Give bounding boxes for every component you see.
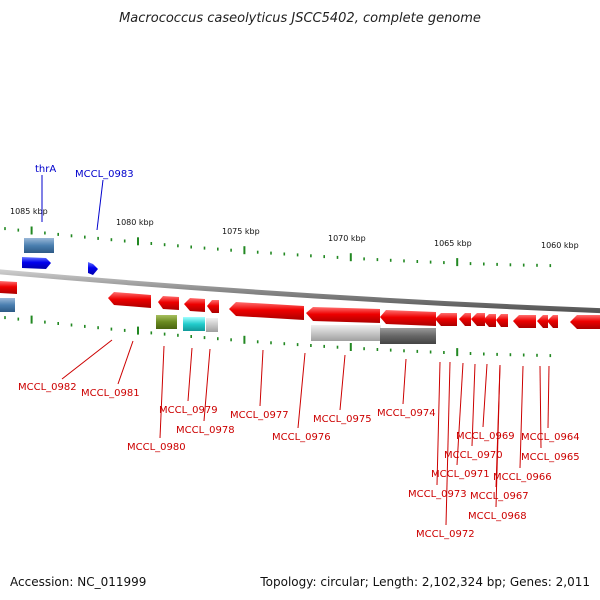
label-leader-MCCL_0973 — [436, 361, 441, 486]
gene-arrow-MCCL_0971[interactable] — [459, 313, 471, 326]
gene-label-MCCL_0969: MCCL_0969 — [456, 431, 515, 442]
gene-arrow-MCCL_0968[interactable] — [483, 314, 496, 327]
kbp-label-1085: 1085 kbp — [10, 207, 48, 216]
gene-arrow-MCCL_0966[interactable] — [513, 315, 536, 328]
label-leader-MCCL_0970 — [471, 363, 476, 447]
gene-label-MCCL_0975: MCCL_0975 — [313, 414, 372, 425]
gene-arrow-MCCL_0967[interactable] — [496, 314, 508, 327]
gene-label-MCCL_0968: MCCL_0968 — [468, 511, 527, 522]
gene-arrow-MCCL_0981[interactable] — [158, 296, 179, 310]
gene-arrow-MCCL_0980[interactable] — [184, 298, 205, 312]
gene-label-thrA: thrA — [35, 164, 56, 175]
gene-label-MCCL_0973: MCCL_0973 — [408, 489, 467, 500]
gene-arrow-MCCL_0979[interactable] — [207, 300, 219, 313]
gene-label-MCCL_0965: MCCL_0965 — [521, 452, 580, 463]
label-leader-MCCL_0964 — [547, 365, 550, 429]
kbp-label-1065: 1065 kbp — [434, 239, 472, 248]
gene-label-MCCL_0964: MCCL_0964 — [521, 432, 580, 443]
label-leader-MCCL_0971 — [456, 362, 464, 466]
label-leader-MCCL_0969 — [482, 363, 488, 428]
scale-ticks-inner — [4, 315, 552, 358]
label-leader-MCCL_0965 — [539, 365, 542, 449]
gene-arrow-MCCL_0965[interactable] — [537, 315, 548, 328]
gene-arrow-MCCL_0975[interactable] — [306, 307, 380, 323]
kbp-label-1075: 1075 kbp — [222, 227, 260, 236]
gene-label-MCCL_0976: MCCL_0976 — [272, 432, 331, 443]
kbp-labels: 1085 kbp 1080 kbp 1075 kbp 1070 kbp 1065… — [10, 207, 579, 250]
label-leader-MCCL_0978 — [203, 348, 211, 422]
label-leader-MCCL_0977 — [259, 349, 264, 407]
gene-arrow-partial[interactable] — [0, 281, 17, 294]
gene-arrow-partial-right[interactable] — [570, 315, 600, 329]
gene-label-MCCL_0981: MCCL_0981 — [81, 388, 140, 399]
feature-box-gray — [311, 325, 381, 341]
label-leader-MCCL_0967 — [495, 364, 501, 488]
feature-box-left — [0, 298, 15, 312]
label-leader-MCCL_0983 — [96, 179, 104, 231]
genome-title: Macrococcus caseolyticus JSCC5402, compl… — [119, 11, 481, 26]
gene-label-MCCL_0983: MCCL_0983 — [75, 169, 134, 180]
gene-label-MCCL_0966: MCCL_0966 — [493, 472, 552, 483]
label-leader-MCCL_0982 — [61, 339, 113, 380]
gene-label-MCCL_0972: MCCL_0972 — [416, 529, 475, 540]
feature-box-dark — [380, 328, 436, 344]
gene-label-MCCL_0971: MCCL_0971 — [431, 469, 490, 480]
gene-arrow-thrA[interactable] — [22, 257, 51, 269]
genome-backbone — [0, 269, 600, 314]
kbp-label-1070: 1070 kbp — [328, 234, 366, 243]
gene-arrow-MCCL_0977[interactable] — [229, 302, 304, 320]
feature-box-cyan — [183, 317, 205, 331]
label-leader-MCCL_0979 — [187, 347, 193, 402]
gene-label-MCCL_0970: MCCL_0970 — [444, 450, 503, 461]
gene-label-MCCL_0974: MCCL_0974 — [377, 408, 436, 419]
gene-label-MCCL_0979: MCCL_0979 — [159, 405, 218, 416]
gene-arrow-MCCL_0974[interactable] — [380, 310, 436, 326]
gene-arrow-MCCL_0970[interactable] — [471, 313, 485, 326]
reverse-label-group: MCCL_0982 MCCL_0981 MCCL_0980 MCCL_0979 MCCL… — [18, 339, 580, 540]
gene-label-MCCL_0978: MCCL_0978 — [176, 425, 235, 436]
accession-label: Accession: NC_011999 — [10, 575, 146, 589]
gene-feature-box — [24, 238, 54, 253]
forward-label-group: thrA MCCL_0983 — [35, 164, 134, 231]
gene-arrow-MCCL_0964[interactable] — [547, 315, 558, 328]
gene-arrow-MCCL_0982[interactable] — [108, 292, 151, 308]
gene-label-MCCL_0977: MCCL_0977 — [230, 410, 289, 421]
gene-label-MCCL_0982: MCCL_0982 — [18, 382, 77, 393]
label-leader-MCCL_0966 — [519, 365, 524, 469]
label-leader-MCCL_0972 — [445, 361, 451, 526]
gene-label-MCCL_0980: MCCL_0980 — [127, 442, 186, 453]
feature-box-light — [206, 318, 218, 332]
scale-ticks-outer — [4, 226, 552, 268]
gene-label-MCCL_0967: MCCL_0967 — [470, 491, 529, 502]
label-leader-MCCL_0980 — [159, 345, 165, 439]
genome-summary: Topology: circular; Length: 2,102,324 bp… — [259, 575, 590, 589]
feature-box-olive — [156, 315, 177, 329]
kbp-label-1060: 1060 kbp — [541, 241, 579, 250]
label-leader-MCCL_0981 — [117, 340, 134, 385]
forward-genes — [22, 238, 98, 275]
reverse-features — [0, 298, 436, 344]
gene-arrow-MCCL_0983[interactable] — [88, 262, 98, 275]
label-leader-MCCL_0976 — [297, 352, 306, 429]
reverse-genes — [0, 281, 600, 329]
label-leader-MCCL_0975 — [339, 354, 346, 411]
kbp-label-1080: 1080 kbp — [116, 218, 154, 227]
gene-arrow-MCCL_0973[interactable] — [435, 313, 457, 326]
label-leader-MCCL_0974 — [402, 358, 407, 405]
